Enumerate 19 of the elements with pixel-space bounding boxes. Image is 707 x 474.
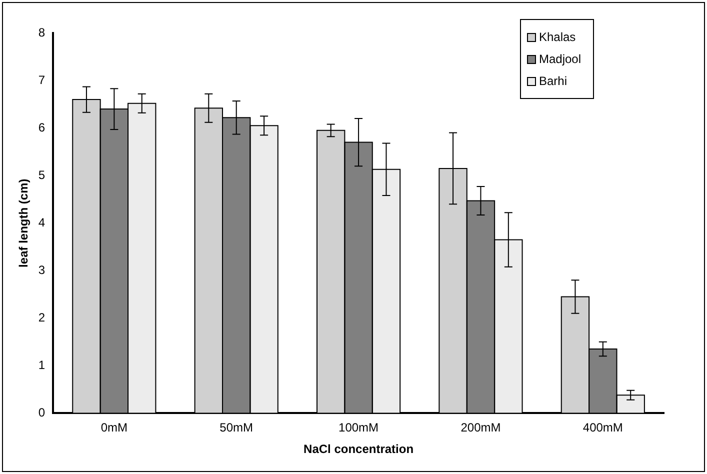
legend-label: Khalas [538, 30, 576, 44]
legend-label: Madjool [538, 52, 581, 66]
y-tick-label: 8 [38, 25, 46, 40]
y-tick-label: 0 [38, 406, 46, 420]
x-tick-label: 400mM [582, 420, 623, 435]
y-tick-label: 3 [38, 262, 46, 277]
x-tick-label: 50mM [220, 420, 254, 435]
y-tick-label: 1 [38, 358, 46, 372]
y-tick-label: 5 [38, 168, 46, 182]
legend-label: Barhi [538, 74, 567, 88]
y-tick-label: 7 [38, 72, 46, 87]
y-tick-label: 4 [38, 215, 46, 230]
y-axis-title: leaf length (cm) [16, 178, 31, 268]
y-tick-label: 6 [38, 120, 46, 134]
x-tick-label: 0mM [100, 420, 128, 435]
x-axis-title: NaCl concentration [304, 442, 414, 456]
x-tick-label: 100mM [338, 420, 379, 435]
x-tick-label: 200mM [460, 420, 501, 435]
y-tick-label: 2 [38, 310, 46, 324]
